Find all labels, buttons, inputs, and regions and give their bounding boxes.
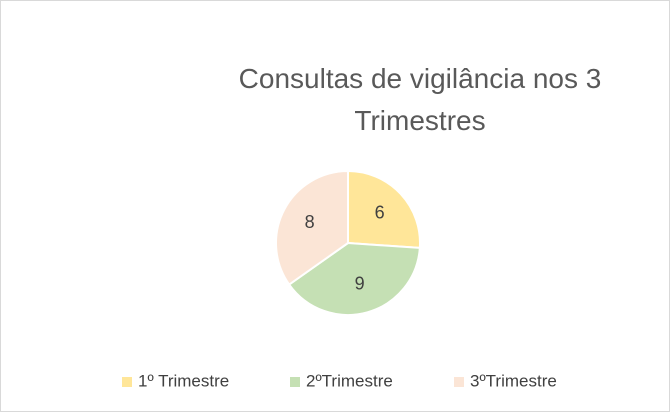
pie-slice	[347, 169, 421, 249]
pie-slice	[275, 169, 349, 286]
legend-swatch	[454, 377, 464, 387]
pie-slice	[287, 241, 421, 316]
data-label: 6	[375, 202, 385, 222]
chart-title: Consultas de vigilância nos 3 Trimestres	[238, 63, 602, 136]
legend-label: 2ºTrimestre	[306, 371, 393, 390]
legend-label: 3ºTrimestre	[470, 371, 557, 390]
legend-swatch	[290, 377, 300, 387]
legend-swatch	[122, 377, 132, 387]
legend-label: 1º Trimestre	[138, 371, 229, 390]
data-label: 9	[355, 273, 365, 293]
data-label: 8	[305, 212, 315, 232]
